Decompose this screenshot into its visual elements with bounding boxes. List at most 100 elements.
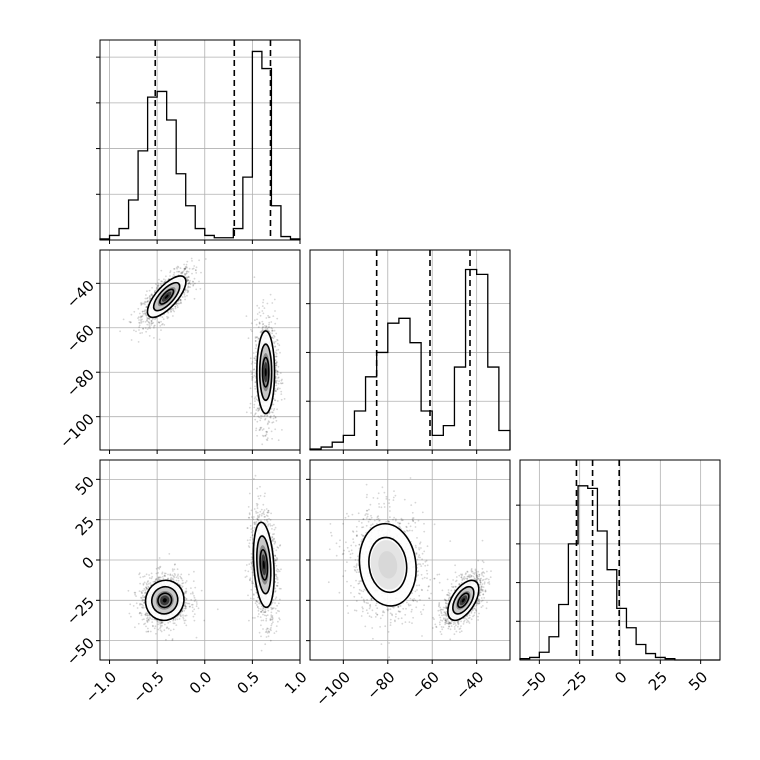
scatter-point — [255, 323, 258, 326]
scatter-point — [394, 619, 396, 622]
scatter-point — [265, 430, 267, 433]
scatter-point — [186, 291, 189, 294]
scatter-point — [257, 615, 259, 618]
scatter-point — [257, 410, 259, 412]
scatter-point — [262, 323, 264, 326]
scatter-point — [247, 516, 250, 519]
scatter-point — [146, 616, 149, 619]
scatter-point — [185, 591, 187, 594]
scatter-point — [274, 540, 277, 543]
scatter-point — [257, 338, 260, 340]
scatter-point — [270, 321, 273, 323]
scatter-point — [277, 365, 280, 368]
scatter-point — [249, 577, 252, 580]
scatter-point — [372, 637, 374, 640]
scatter-point — [248, 513, 251, 516]
scatter-point — [258, 406, 261, 409]
scatter-point — [273, 342, 276, 345]
scatter-point — [251, 516, 253, 518]
scatter-point — [281, 429, 283, 431]
scatter-point — [258, 407, 260, 410]
scatter-point — [256, 518, 259, 521]
scatter-point — [249, 402, 252, 405]
scatter-point — [253, 357, 256, 359]
scatter-point — [264, 414, 266, 417]
scatter-point — [276, 546, 279, 548]
scatter-point — [167, 278, 170, 280]
scatter-point — [140, 303, 143, 306]
scatter-point — [130, 313, 133, 316]
scatter-point — [256, 420, 259, 423]
scatter-point — [252, 376, 254, 379]
scatter-point — [278, 618, 281, 621]
scatter-point — [380, 506, 383, 509]
scatter-point — [279, 351, 281, 354]
scatter-point — [263, 495, 266, 498]
scatter-point — [280, 390, 283, 393]
scatter-point — [135, 330, 137, 333]
scatter-point — [269, 619, 272, 621]
scatter-point — [170, 311, 172, 313]
scatter-point — [180, 577, 183, 580]
scatter-point — [181, 296, 184, 298]
scatter-point — [265, 325, 268, 328]
scatter-point — [138, 321, 141, 324]
scatter-point — [247, 337, 250, 340]
scatter-point — [153, 325, 155, 327]
scatter-point — [149, 616, 151, 619]
scatter-point — [272, 411, 274, 414]
scatter-point — [154, 580, 157, 583]
scatter-point — [191, 606, 194, 609]
scatter-point — [259, 452, 261, 454]
scatter-point — [190, 603, 193, 606]
scatter-point — [147, 317, 150, 320]
scatter-point — [264, 434, 267, 437]
scatter-point — [270, 614, 273, 616]
scatter-point — [261, 609, 264, 611]
scatter-point — [254, 359, 257, 362]
scatter-point — [183, 267, 186, 270]
scatter-point — [421, 635, 423, 637]
scatter-point — [183, 607, 185, 610]
scatter-point — [135, 602, 138, 605]
scatter-point — [186, 279, 189, 282]
scatter-point — [183, 605, 186, 607]
scatter-point — [185, 602, 188, 604]
scatter-point — [248, 512, 251, 514]
scatter-point — [255, 502, 258, 505]
scatter-point — [172, 307, 175, 310]
scatter-point — [362, 534, 364, 537]
scatter-point — [379, 626, 381, 628]
scatter-point — [262, 512, 265, 514]
scatter-point — [248, 546, 251, 549]
scatter-point — [257, 606, 259, 608]
scatter-point — [139, 602, 141, 605]
scatter-point — [397, 606, 400, 608]
scatter-point — [267, 509, 270, 512]
scatter-point — [259, 331, 262, 334]
scatter-point — [139, 612, 141, 614]
scatter-point — [139, 302, 142, 304]
scatter-point — [153, 290, 156, 292]
scatter-point — [265, 433, 268, 436]
scatter-point — [180, 272, 183, 275]
scatter-point — [183, 269, 186, 272]
scatter-point — [260, 414, 262, 417]
scatter-point — [159, 622, 161, 625]
scatter-point — [388, 520, 390, 523]
scatter-point — [383, 502, 385, 505]
scatter-point — [252, 529, 255, 532]
scatter-point — [271, 327, 274, 330]
scatter-point — [273, 528, 276, 531]
scatter-point — [185, 598, 188, 601]
scatter-point — [280, 398, 283, 401]
scatter-point — [171, 307, 173, 310]
scatter-point — [164, 572, 167, 575]
scatter-point — [250, 562, 253, 565]
scatter-point — [255, 351, 258, 354]
scatter-point — [149, 327, 152, 330]
scatter-point — [275, 332, 278, 335]
scatter-point — [186, 289, 189, 292]
scatter-point — [271, 302, 274, 304]
scatter-point — [169, 270, 172, 272]
